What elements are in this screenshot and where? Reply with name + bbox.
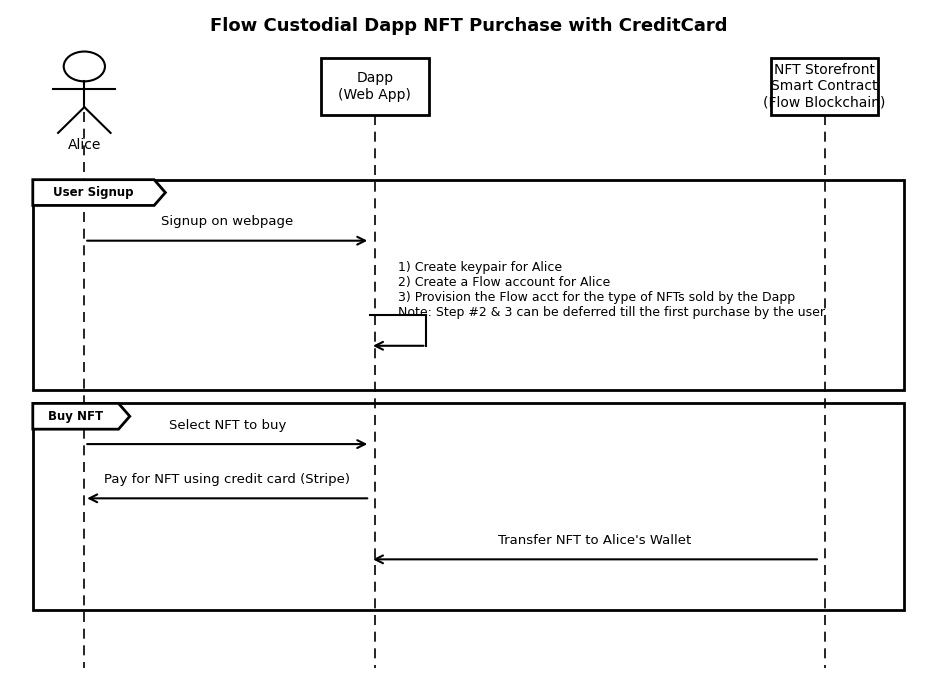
Text: Flow Custodial Dapp NFT Purchase with CreditCard: Flow Custodial Dapp NFT Purchase with Cr…	[210, 17, 726, 35]
Polygon shape	[33, 403, 129, 429]
Text: Dapp
(Web App): Dapp (Web App)	[338, 71, 411, 102]
Text: User Signup: User Signup	[53, 186, 134, 199]
Text: Transfer NFT to Alice's Wallet: Transfer NFT to Alice's Wallet	[498, 534, 691, 547]
Bar	[769, 58, 877, 115]
Polygon shape	[33, 180, 165, 205]
Text: 1) Create keypair for Alice
2) Create a Flow account for Alice
3) Provision the : 1) Create keypair for Alice 2) Create a …	[398, 261, 825, 319]
Text: Signup on webpage: Signup on webpage	[161, 216, 293, 228]
Bar	[33, 403, 903, 610]
Text: Buy NFT: Buy NFT	[48, 410, 103, 423]
Bar	[320, 58, 429, 115]
Bar	[33, 180, 903, 390]
Text: Alice: Alice	[67, 138, 101, 152]
Text: Select NFT to buy: Select NFT to buy	[168, 419, 285, 432]
Text: Pay for NFT using credit card (Stripe): Pay for NFT using credit card (Stripe)	[104, 473, 350, 486]
Text: NFT Storefront
Smart Contract
(Flow Blockchain): NFT Storefront Smart Contract (Flow Bloc…	[763, 63, 885, 110]
